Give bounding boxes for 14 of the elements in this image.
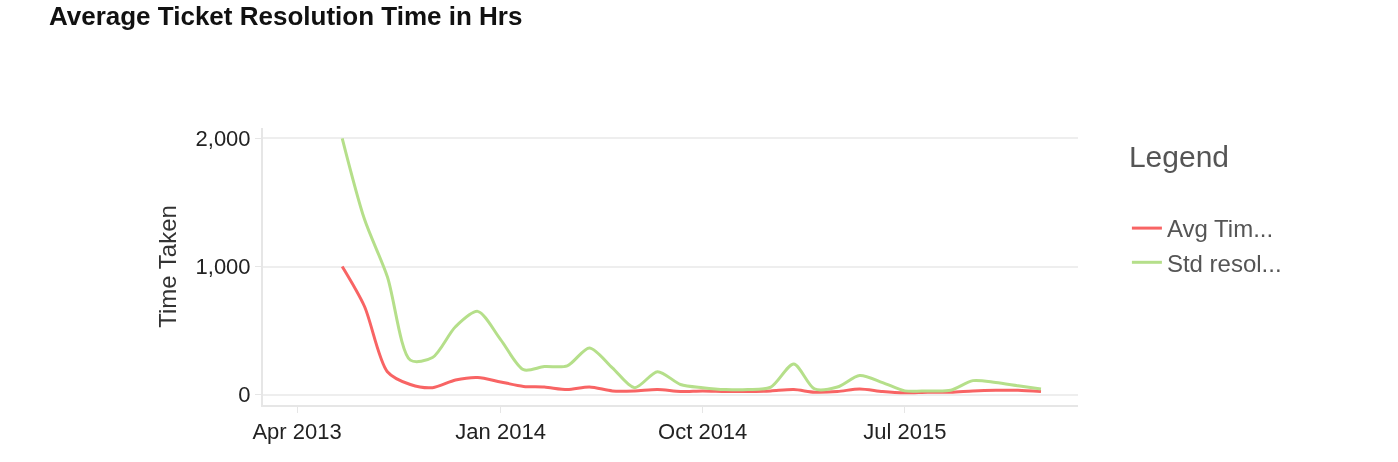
x-tick-label: Oct 2014	[658, 419, 748, 445]
y-tick-label: 2,000	[195, 125, 251, 151]
legend-label: Avg Tim...	[1166, 215, 1274, 243]
line-series	[340, 265, 1043, 395]
legend-title: Legend	[1128, 140, 1230, 173]
y-axis-title: Time Taken	[154, 205, 182, 328]
y-tick-label: 1,000	[195, 254, 251, 280]
chart-title: Average Ticket Resolution Time in Hrs	[48, 1, 523, 32]
line-series	[340, 136, 1043, 393]
x-tick-label: Jul 2015	[863, 419, 947, 445]
y-tick-label: 0	[238, 382, 251, 408]
legend-label: Std resol...	[1166, 249, 1282, 277]
x-tick-label: Jan 2014	[455, 419, 546, 445]
x-tick-label: Apr 2013	[252, 419, 342, 445]
